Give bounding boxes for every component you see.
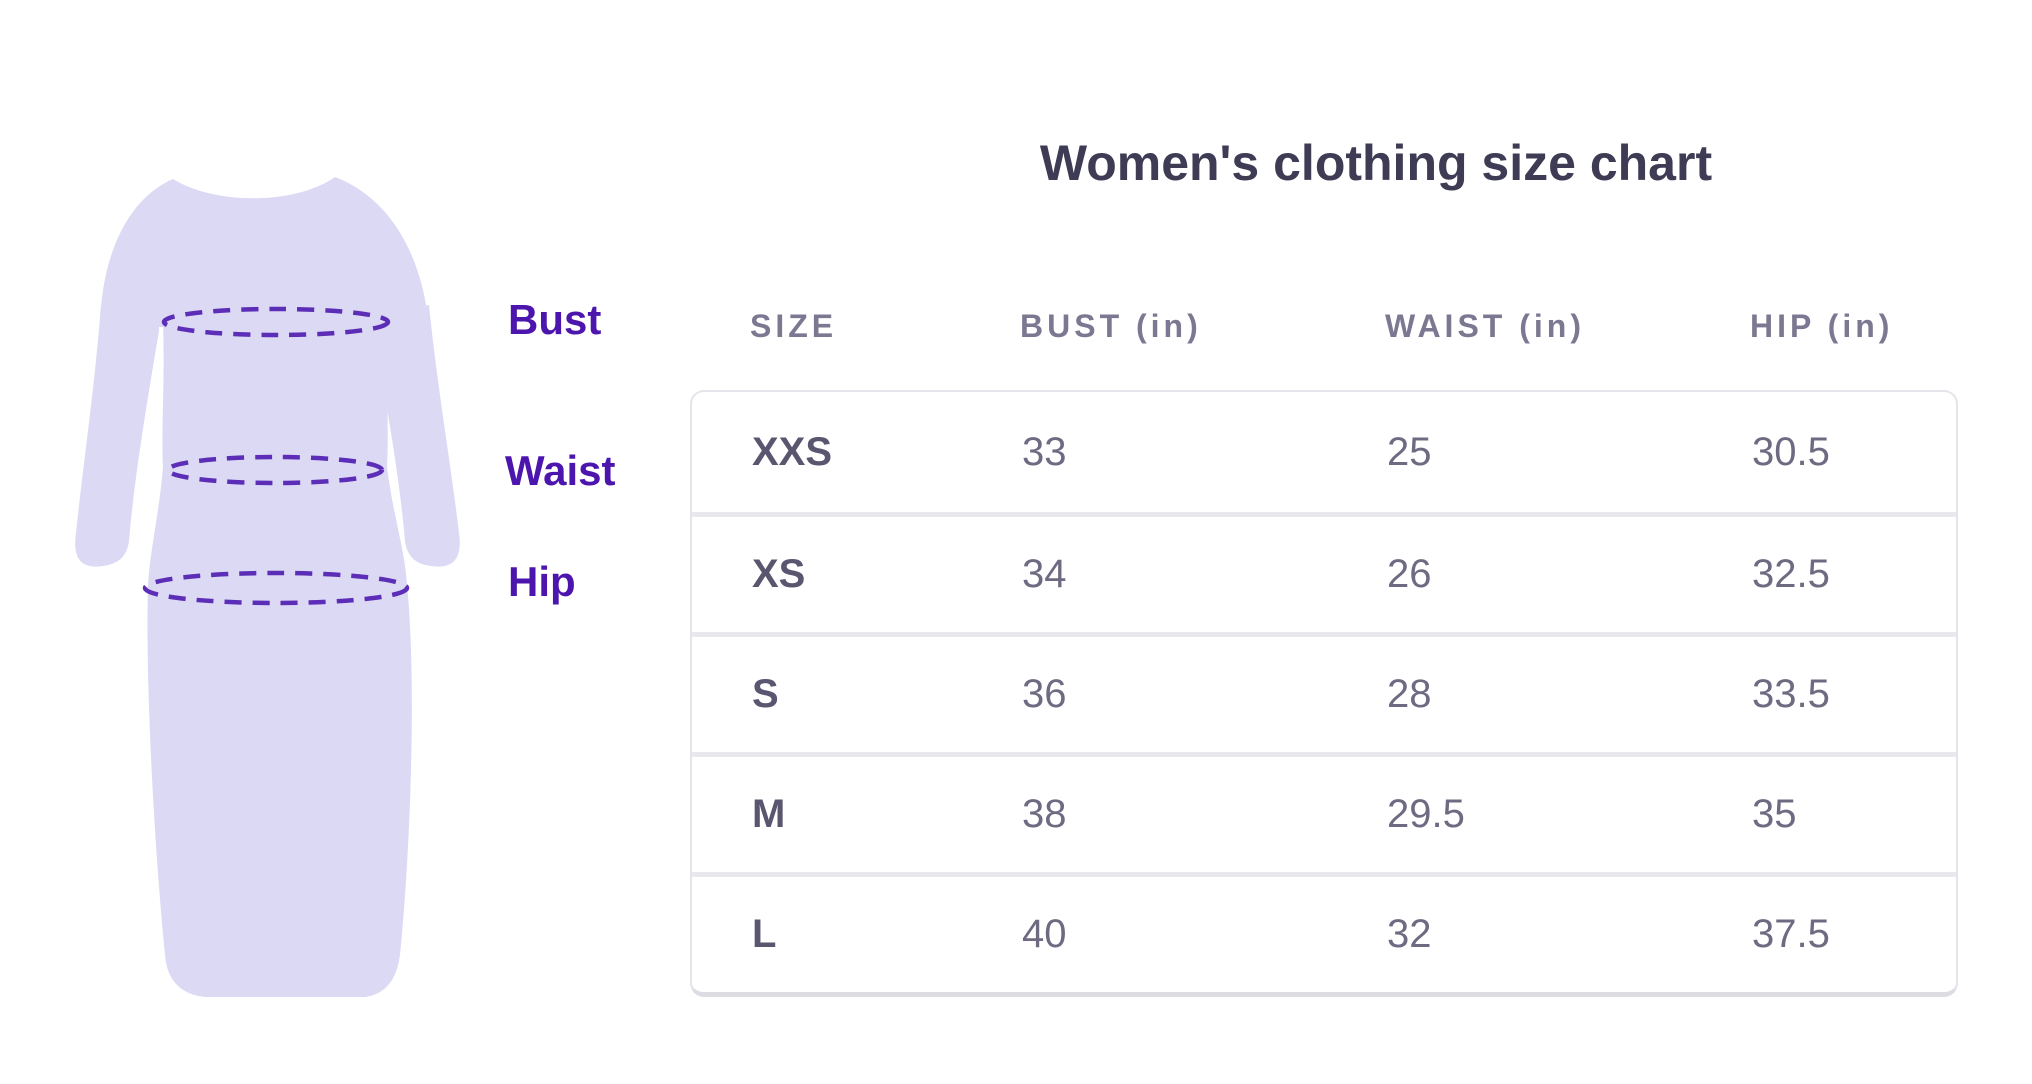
measurement-cell: 32.5 [1752,552,1830,596]
table-row: L 40 32 37.5 [692,872,1956,992]
measurement-cell: 40 [1022,912,1067,956]
measurement-cell: 25 [1387,429,1432,474]
column-header: WAIST (in) [1385,308,1585,344]
table-row: XS 34 26 32.5 [692,512,1956,632]
measurement-cell: 30.5 [1752,429,1830,474]
table-row: S 36 28 33.5 [692,632,1956,752]
waist-measure-line [165,454,385,486]
dress-figure [55,165,515,1025]
table-header: SIZE BUST (in) WAIST (in) HIP (in) [690,302,1958,350]
size-cell: L [752,912,777,956]
table-row: XXS 33 25 30.5 [692,392,1956,512]
hip-label: Hip [508,558,576,605]
measurement-cell: 35 [1752,792,1797,836]
measurement-cell: 37.5 [1752,912,1830,956]
waist-label: Waist [505,447,616,494]
dress-torso-skirt-shape [147,321,412,997]
hip-measure-line [142,570,410,606]
dress-right-sleeve-shape [373,305,460,567]
bust-measure-line [161,306,391,338]
measurement-cell: 29.5 [1387,792,1465,836]
measurement-cell: 36 [1022,672,1067,716]
measurement-cell: 38 [1022,792,1067,836]
size-table: XXS 33 25 30.5 XS 34 26 32.5 S 36 28 33.5 M 38 29.5 35 L… [690,390,1958,997]
measurement-cell: 33 [1022,429,1067,474]
bust-label: Bust [508,296,602,343]
measurement-cell: 33.5 [1752,672,1830,716]
column-header: BUST (in) [1020,308,1202,344]
size-cell: M [752,792,786,836]
measurement-cell: 26 [1387,552,1432,596]
page-title: Women's clothing size chart [1039,135,1713,191]
measurement-cell: 32 [1387,912,1432,956]
column-header: SIZE [750,308,838,344]
dress-upper-body-shape [100,177,429,327]
measurement-cell: 28 [1387,672,1432,716]
size-cell: XS [752,552,806,596]
column-header: HIP (in) [1750,308,1894,344]
size-cell: S [752,672,779,716]
dress-silhouette-graphic [75,177,460,997]
dress-left-sleeve-shape [75,305,159,567]
table-row: M 38 29.5 35 [692,752,1956,872]
measurement-cell: 34 [1022,552,1067,596]
size-cell: XXS [752,429,833,474]
